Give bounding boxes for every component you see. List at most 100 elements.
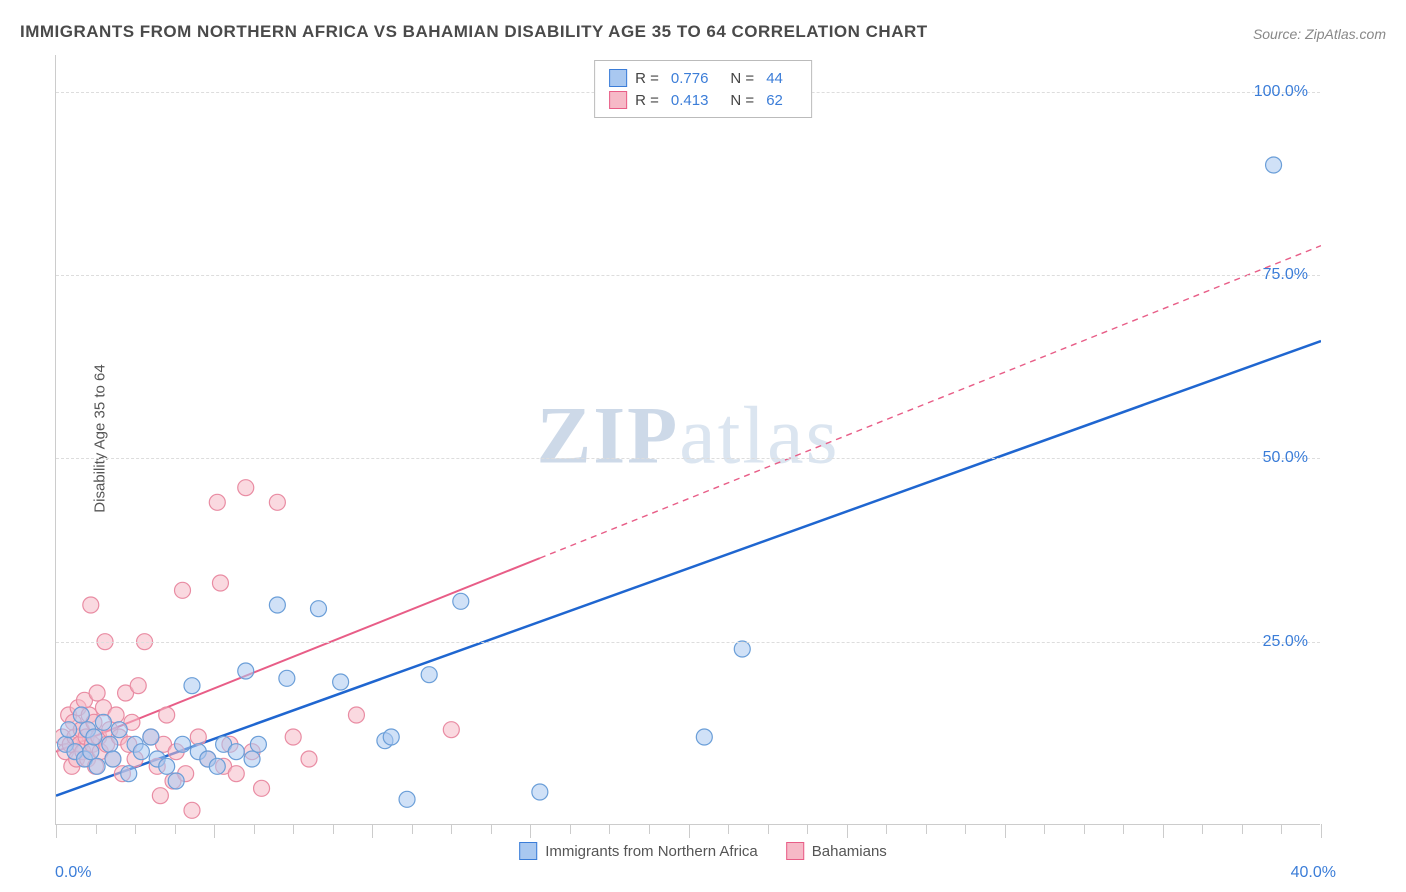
correlation-chart: IMMIGRANTS FROM NORTHERN AFRICA VS BAHAM… bbox=[0, 0, 1406, 892]
data-point bbox=[333, 674, 349, 690]
data-point bbox=[175, 736, 191, 752]
data-point bbox=[269, 597, 285, 613]
x-tick bbox=[372, 824, 373, 838]
data-point bbox=[73, 707, 89, 723]
data-point bbox=[190, 729, 206, 745]
x-tick bbox=[1044, 824, 1045, 834]
data-point bbox=[133, 744, 149, 760]
data-point bbox=[279, 670, 295, 686]
data-point bbox=[250, 736, 266, 752]
x-tick bbox=[1281, 824, 1282, 834]
x-axis-min-label: 0.0% bbox=[55, 864, 91, 882]
data-point bbox=[102, 736, 118, 752]
x-tick bbox=[175, 824, 176, 834]
data-point bbox=[238, 663, 254, 679]
swatch-series1 bbox=[609, 69, 627, 87]
source-attribution: Source: ZipAtlas.com bbox=[1253, 26, 1386, 42]
data-point bbox=[399, 791, 415, 807]
x-tick bbox=[649, 824, 650, 834]
data-point bbox=[83, 597, 99, 613]
x-tick bbox=[689, 824, 690, 838]
x-tick bbox=[96, 824, 97, 834]
data-point bbox=[301, 751, 317, 767]
x-tick bbox=[847, 824, 848, 838]
data-point bbox=[696, 729, 712, 745]
plot-area: ZIPatlas 25.0%50.0%75.0%100.0% bbox=[55, 55, 1320, 825]
correlation-legend: R = 0.776 N = 44 R = 0.413 N = 62 bbox=[594, 60, 812, 118]
x-tick bbox=[807, 824, 808, 834]
n-value-1: 44 bbox=[766, 70, 783, 87]
x-tick bbox=[570, 824, 571, 834]
x-tick bbox=[926, 824, 927, 834]
data-point bbox=[254, 780, 270, 796]
data-point bbox=[159, 707, 175, 723]
x-tick bbox=[214, 824, 215, 838]
n-label-1: N = bbox=[730, 70, 754, 87]
data-point bbox=[152, 788, 168, 804]
data-point bbox=[453, 593, 469, 609]
data-point bbox=[383, 729, 399, 745]
swatch-series2 bbox=[609, 91, 627, 109]
x-tick bbox=[254, 824, 255, 834]
x-tick bbox=[1005, 824, 1006, 838]
gridline-h bbox=[56, 458, 1320, 459]
y-tick-label: 50.0% bbox=[1263, 449, 1308, 467]
points-layer bbox=[56, 55, 1321, 825]
data-point bbox=[734, 641, 750, 657]
x-tick bbox=[1123, 824, 1124, 834]
series-legend: Immigrants from Northern Africa Bahamian… bbox=[511, 840, 895, 862]
x-tick bbox=[412, 824, 413, 834]
x-tick bbox=[728, 824, 729, 834]
x-tick bbox=[1084, 824, 1085, 834]
data-point bbox=[111, 722, 127, 738]
x-tick bbox=[56, 824, 57, 838]
x-tick bbox=[491, 824, 492, 834]
data-point bbox=[348, 707, 364, 723]
data-point bbox=[228, 744, 244, 760]
y-tick-label: 25.0% bbox=[1263, 633, 1308, 651]
data-point bbox=[89, 758, 105, 774]
chart-title: IMMIGRANTS FROM NORTHERN AFRICA VS BAHAM… bbox=[20, 22, 928, 42]
n-label-2: N = bbox=[730, 92, 754, 109]
x-tick bbox=[451, 824, 452, 834]
n-value-2: 62 bbox=[766, 92, 783, 109]
data-point bbox=[168, 773, 184, 789]
data-point bbox=[310, 601, 326, 617]
r-value-2: 0.413 bbox=[671, 92, 709, 109]
data-point bbox=[130, 678, 146, 694]
gridline-h bbox=[56, 642, 1320, 643]
x-tick bbox=[609, 824, 610, 834]
x-tick bbox=[886, 824, 887, 834]
gridline-h bbox=[56, 275, 1320, 276]
x-tick bbox=[530, 824, 531, 838]
x-tick bbox=[333, 824, 334, 834]
data-point bbox=[209, 494, 225, 510]
source-name: ZipAtlas.com bbox=[1305, 26, 1386, 42]
r-value-1: 0.776 bbox=[671, 70, 709, 87]
data-point bbox=[532, 784, 548, 800]
x-tick bbox=[1321, 824, 1322, 838]
r-label-1: R = bbox=[635, 70, 659, 87]
legend-row-series2: R = 0.413 N = 62 bbox=[609, 89, 797, 111]
data-point bbox=[212, 575, 228, 591]
data-point bbox=[285, 729, 301, 745]
data-point bbox=[184, 802, 200, 818]
data-point bbox=[209, 758, 225, 774]
data-point bbox=[61, 722, 77, 738]
data-point bbox=[86, 729, 102, 745]
x-tick bbox=[768, 824, 769, 834]
legend-item-series2: Bahamians bbox=[786, 842, 887, 860]
x-tick bbox=[1242, 824, 1243, 834]
data-point bbox=[269, 494, 285, 510]
data-point bbox=[175, 582, 191, 598]
data-point bbox=[184, 678, 200, 694]
y-tick-label: 75.0% bbox=[1263, 266, 1308, 284]
data-point bbox=[105, 751, 121, 767]
data-point bbox=[121, 766, 137, 782]
x-tick bbox=[1202, 824, 1203, 834]
data-point bbox=[228, 766, 244, 782]
swatch-bottom-1 bbox=[519, 842, 537, 860]
data-point bbox=[159, 758, 175, 774]
series2-name: Bahamians bbox=[812, 843, 887, 860]
data-point bbox=[89, 685, 105, 701]
